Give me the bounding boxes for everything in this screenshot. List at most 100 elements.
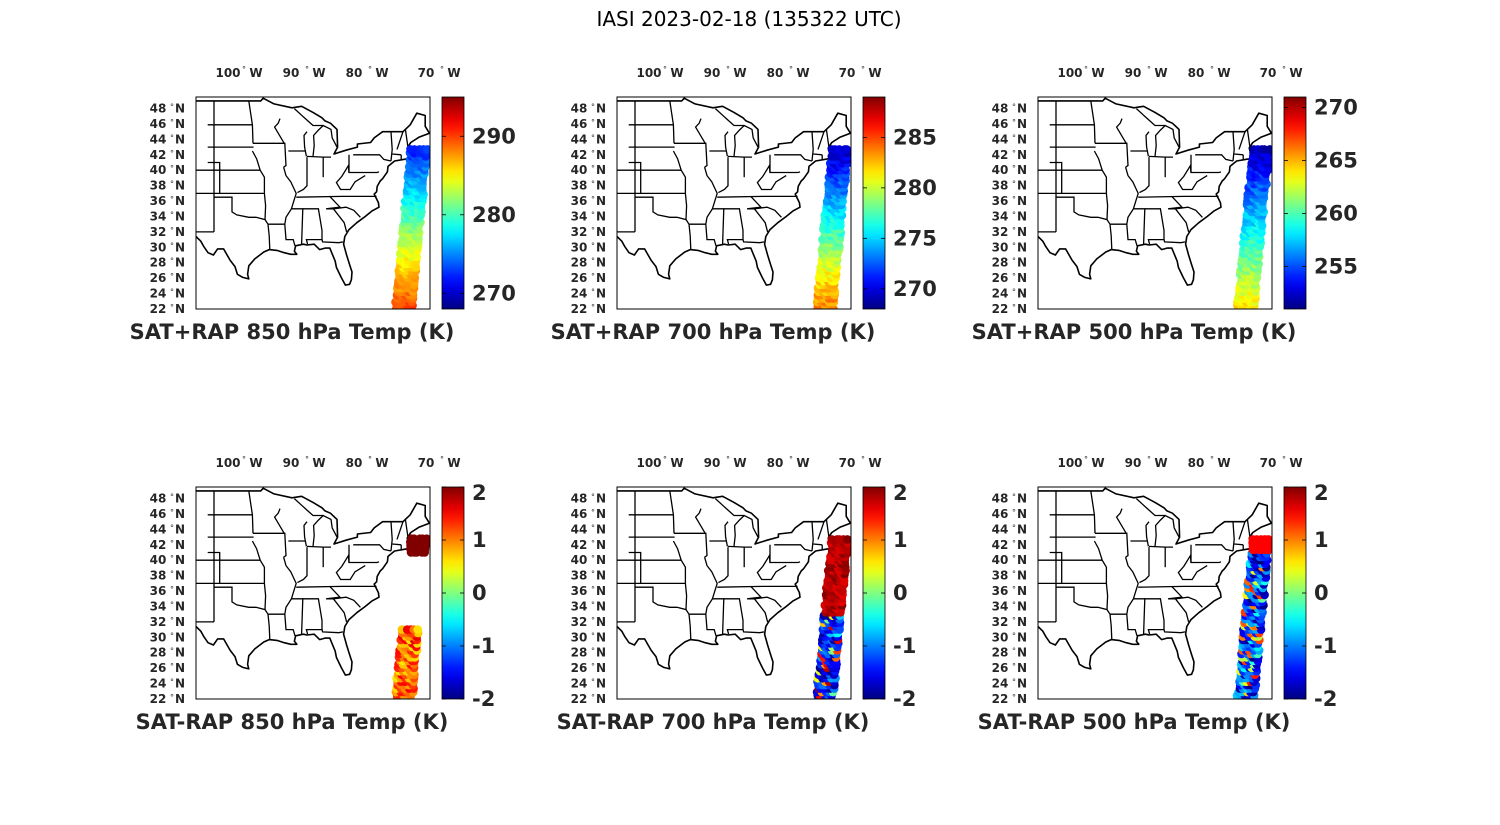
lat-label: 30 [150, 240, 167, 254]
degree-symbol: ° [170, 288, 174, 297]
state-border [326, 585, 342, 600]
state-border [769, 544, 801, 564]
degree-symbol: ° [170, 257, 174, 266]
lat-label: 44 [571, 522, 588, 536]
state-border [742, 629, 765, 634]
degree-symbol: ° [1012, 180, 1016, 189]
lat-hemisphere: N [596, 287, 606, 301]
lat-hemisphere: N [175, 661, 185, 675]
degree-symbol: ° [1012, 662, 1016, 671]
state-border [712, 598, 725, 635]
lat-hemisphere: N [175, 209, 185, 223]
state-border [1144, 208, 1165, 245]
lat-label: 46 [150, 117, 167, 131]
lon-hemisphere: W [1154, 66, 1167, 80]
lon-label: 70 [839, 456, 856, 470]
lat-label: 38 [992, 569, 1009, 583]
lat-hemisphere: N [1017, 225, 1027, 239]
colorbar-gradient [441, 96, 465, 310]
lat-hemisphere: N [596, 132, 606, 146]
degree-symbol: ° [170, 272, 174, 281]
lat-label: 40 [571, 163, 588, 177]
degree-symbol: ° [170, 600, 174, 609]
state-border [1139, 157, 1150, 194]
state-border [689, 223, 717, 246]
state-border [718, 157, 729, 194]
lat-hemisphere: N [175, 132, 185, 146]
lon-hemisphere: W [868, 456, 881, 470]
state-border [1168, 596, 1203, 608]
degree-symbol: ° [591, 241, 595, 250]
state-border [1056, 196, 1111, 225]
lat-hemisphere: N [1017, 522, 1027, 536]
colorbar-sat-plus-rap-700: 270 275 280 285 [862, 96, 937, 310]
state-border [1138, 195, 1219, 198]
lat-label: 46 [992, 507, 1009, 521]
state-border [635, 196, 690, 225]
state-border [1168, 195, 1184, 210]
lon-label: 80 [346, 66, 363, 80]
state-border [811, 131, 814, 162]
lat-hemisphere: N [596, 522, 606, 536]
lon-hemisphere: W [312, 456, 325, 470]
state-border [282, 557, 297, 615]
lat-hemisphere: N [175, 302, 185, 316]
lat-label: 40 [992, 553, 1009, 567]
lat-hemisphere: N [1017, 163, 1027, 177]
lat-hemisphere: N [596, 209, 606, 223]
lat-label: 46 [150, 507, 167, 521]
state-border [1154, 124, 1180, 157]
swath-point [1265, 145, 1272, 154]
state-border [723, 208, 744, 245]
state-border [326, 195, 342, 210]
degree-symbol: ° [170, 693, 174, 702]
lat-hemisphere: N [596, 302, 606, 316]
lat-hemisphere: N [175, 677, 185, 691]
lat-hemisphere: N [175, 271, 185, 285]
colorbar-tick-label: -1 [472, 634, 495, 658]
swath-point [1264, 535, 1272, 544]
state-border [1177, 163, 1208, 191]
degree-symbol: ° [663, 455, 667, 464]
degree-symbol: ° [591, 103, 595, 112]
lat-hemisphere: N [1017, 209, 1027, 223]
state-border [733, 124, 759, 157]
panel-sat-plus-rap-500: 48 ° N46 ° N44 ° N42 ° N40 ° N38 ° N36 ° N34 ° N32 ° N30 ° N… [972, 65, 1358, 344]
lat-label: 48 [992, 492, 1009, 506]
state-border [774, 544, 813, 552]
colorbar-tick-label: 0 [1314, 581, 1329, 605]
lat-label: 44 [150, 132, 167, 146]
state-border [672, 150, 688, 220]
lat-label: 24 [992, 287, 1009, 301]
lat-label: 22 [150, 302, 167, 316]
state-border [756, 553, 787, 581]
state-border [392, 153, 402, 156]
colorbar-tick-label: -1 [893, 634, 916, 658]
state-border [727, 155, 752, 158]
state-border [1246, 129, 1251, 147]
state-border [321, 239, 344, 244]
lat-hemisphere: N [175, 148, 185, 162]
colorbar-sat-minus-rap-500: -2 -1 0 1 2 [1283, 481, 1337, 711]
state-border [723, 598, 744, 635]
panel-caption: SAT+RAP 700 hPa Temp (K) [551, 320, 876, 344]
lat-hemisphere: N [596, 538, 606, 552]
lat-hemisphere: N [175, 553, 185, 567]
lon-label: 80 [767, 456, 784, 470]
state-border [404, 129, 409, 147]
degree-symbol: ° [1012, 693, 1016, 702]
degree-symbol: ° [591, 118, 595, 127]
lat-hemisphere: N [596, 692, 606, 706]
lat-label: 30 [571, 240, 588, 254]
degree-symbol: ° [1012, 493, 1016, 502]
lat-label: 46 [992, 117, 1009, 131]
lat-label: 24 [150, 677, 167, 691]
state-border [718, 547, 729, 584]
degree-symbol: ° [440, 65, 444, 74]
colorbar-tick-label: 2 [893, 481, 908, 505]
state-border [747, 195, 763, 210]
state-border [628, 551, 642, 584]
lat-label: 26 [992, 661, 1009, 675]
state-border [669, 490, 675, 534]
lat-label: 26 [150, 661, 167, 675]
